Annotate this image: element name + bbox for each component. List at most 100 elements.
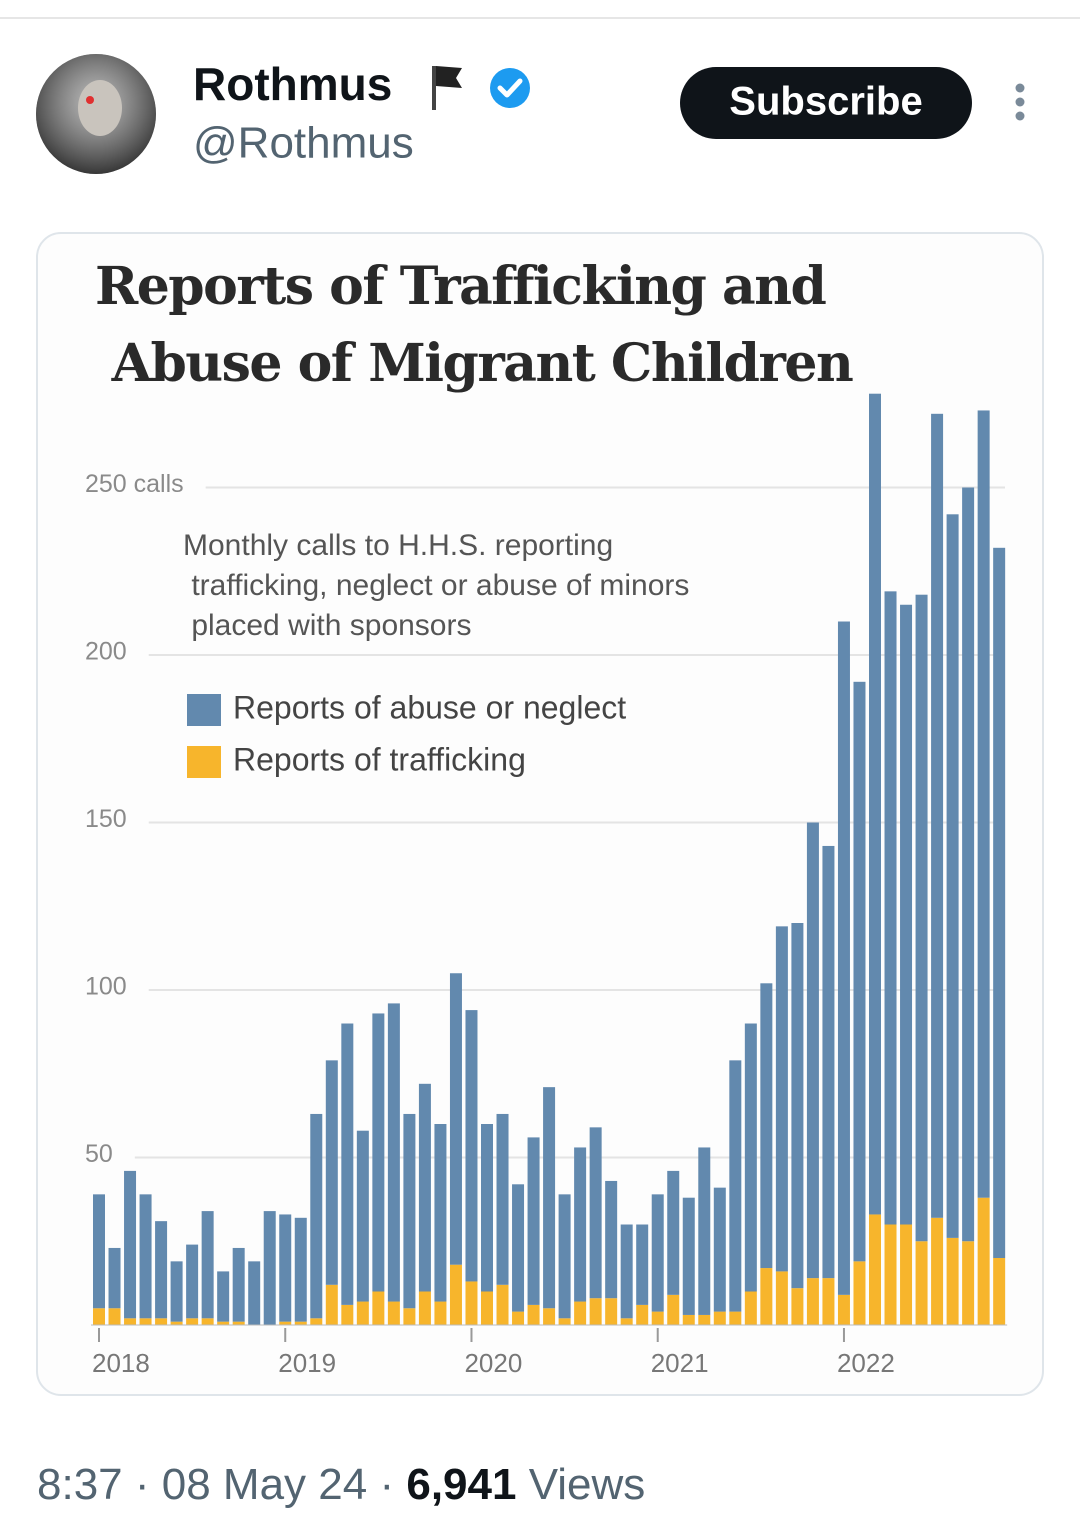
bar-segment	[356, 1130, 369, 1302]
bar-segment	[481, 1124, 493, 1292]
bar-segment	[977, 1197, 990, 1325]
bar-segment	[946, 1237, 959, 1325]
y-tick-label: 150	[85, 805, 127, 833]
bar-segment	[713, 1187, 726, 1312]
bar-segment	[372, 1291, 385, 1325]
legend-label: Reports of abuse or neglect	[233, 689, 626, 725]
bar-segment	[713, 1311, 726, 1325]
bar-segment	[760, 1268, 773, 1325]
bar-segment	[155, 1318, 168, 1325]
badge-check	[497, 78, 523, 98]
bar-segment	[294, 1321, 307, 1325]
bar-segment	[620, 1224, 633, 1319]
author-handle[interactable]: @Rothmus	[193, 119, 414, 168]
separator: ·	[135, 1460, 150, 1509]
bar-segment	[108, 1247, 121, 1309]
bar-segment	[993, 547, 1006, 1258]
bar-segment	[93, 1194, 105, 1309]
bar-segment	[605, 1180, 618, 1299]
bar-segment	[931, 1217, 944, 1325]
bar-segment	[744, 1023, 757, 1292]
avatar[interactable]	[36, 54, 156, 174]
bar-segment	[294, 1217, 307, 1322]
bar-segment	[124, 1318, 137, 1325]
y-tick-label: 250 calls	[85, 470, 184, 498]
bar-segment	[279, 1214, 292, 1322]
bar-segment	[775, 926, 788, 1272]
bar-segment	[418, 1083, 431, 1292]
bar-segment	[496, 1284, 509, 1325]
x-tick-label: 2020	[464, 1348, 522, 1378]
legend-swatch	[187, 694, 221, 726]
bar-segment	[139, 1318, 152, 1325]
bar-segment	[232, 1321, 245, 1325]
bar-segment	[325, 1060, 338, 1285]
bar-segment	[869, 1214, 881, 1325]
bar-segment	[853, 681, 866, 1262]
bar-segment	[946, 514, 959, 1238]
bar-segment	[993, 1258, 1006, 1325]
bar-segment	[962, 1241, 975, 1325]
bar-segment	[853, 1261, 866, 1325]
y-tick-label: 50	[85, 1140, 113, 1168]
bar-segment	[915, 1241, 928, 1325]
subscribe-label[interactable]: Subscribe	[729, 80, 922, 124]
bar-segment	[170, 1321, 183, 1325]
bar-segment	[729, 1311, 742, 1325]
post-footer: 8:37 · 08 May 24 · 6,941 Views	[37, 1460, 645, 1509]
legend-label: Reports of trafficking	[233, 741, 526, 777]
avatar-face[interactable]	[78, 80, 122, 136]
bar-segment	[232, 1247, 245, 1322]
x-tick-label: 2022	[837, 1348, 895, 1378]
legend: Reports of abuse or neglect Reports of tr…	[187, 689, 626, 778]
bar-segment	[93, 1308, 105, 1325]
bar-segment	[558, 1194, 571, 1319]
menu-dot[interactable]	[1015, 97, 1025, 107]
bar-segment	[139, 1194, 152, 1319]
bar-segment	[931, 413, 944, 1218]
menu-dot[interactable]	[1015, 83, 1025, 93]
verified-badge	[490, 68, 530, 108]
bar-segment	[310, 1113, 323, 1319]
chart-title: Reports of Trafficking and Abuse of Migr…	[95, 256, 853, 394]
bar-segment	[387, 1003, 400, 1302]
menu-dot[interactable]	[1015, 111, 1025, 121]
author-name[interactable]: Rothmus	[193, 58, 392, 110]
bar-segment	[341, 1023, 354, 1305]
bar-segment	[217, 1271, 230, 1322]
bar-segment	[915, 594, 928, 1242]
post-date[interactable]: 08 May 24	[162, 1460, 367, 1509]
bar-segment	[744, 1291, 757, 1325]
y-tick-label: 100	[85, 973, 127, 1001]
bar-segment	[543, 1087, 556, 1309]
bar-segment	[791, 1288, 804, 1325]
bar-segment	[465, 1281, 478, 1325]
bar-segment	[962, 487, 975, 1242]
bar-segment	[481, 1291, 493, 1325]
x-tick-label: 2018	[92, 1348, 150, 1378]
bar-segment	[729, 1060, 742, 1312]
bar-segment	[201, 1211, 214, 1319]
badge-circle	[490, 68, 530, 108]
bar-segment	[605, 1298, 618, 1325]
bar-segment	[667, 1294, 680, 1325]
views-label: Views	[529, 1460, 646, 1509]
bar-segment	[217, 1321, 230, 1325]
bar-segment	[186, 1318, 199, 1325]
post-time[interactable]: 8:37	[37, 1460, 123, 1509]
bar-segment	[372, 1013, 385, 1292]
bar-segment	[263, 1211, 276, 1325]
bar-segment	[589, 1298, 602, 1325]
flag-cloth	[436, 66, 462, 88]
bar-segment	[341, 1304, 354, 1325]
bar-segment	[170, 1261, 183, 1322]
bar-segment	[155, 1221, 168, 1319]
avatar-eye[interactable]	[86, 96, 94, 104]
bar-segment	[651, 1311, 664, 1325]
bar-segment	[884, 591, 897, 1225]
more-menu[interactable]	[1015, 83, 1025, 121]
bar-segment	[574, 1147, 587, 1302]
bar-segment	[186, 1244, 199, 1319]
flag-icon	[432, 66, 462, 110]
subscribe-button[interactable]	[680, 67, 972, 139]
